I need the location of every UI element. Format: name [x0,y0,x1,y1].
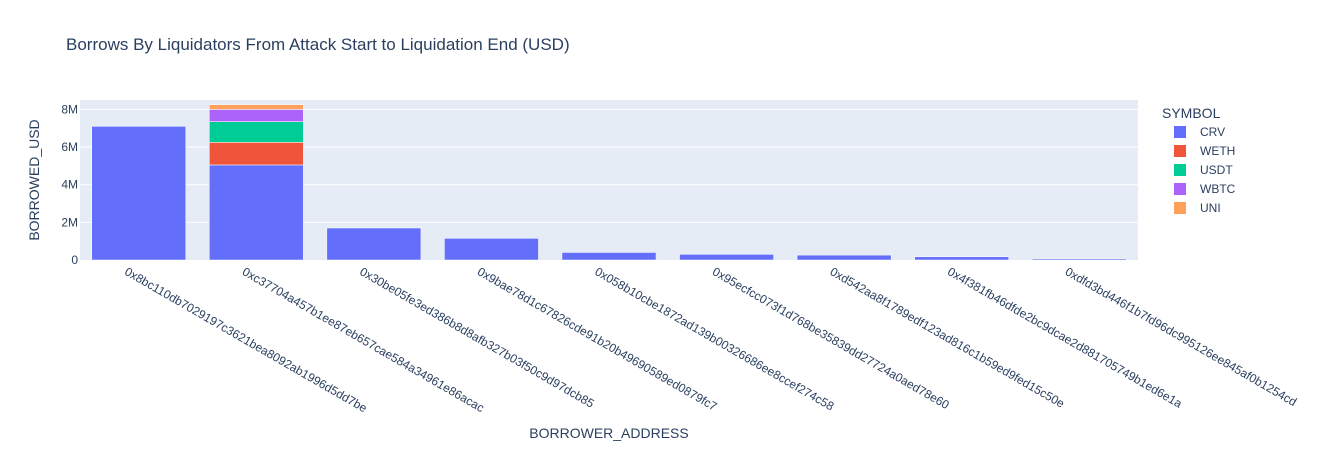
x-tick-label: 0x9bae78d1c67826cde91b20b49690589ed0879f… [475,264,720,413]
bars [91,104,1127,261]
bar-usdt [209,121,304,143]
bar-crv [1031,258,1127,261]
legend-swatch [1174,145,1186,157]
y-tick-label: 0 [71,253,78,267]
x-tick-label: 0xc37704a457b1ee87eb657cae584a34961e86ac… [240,264,487,415]
y-tick-label: 4M [61,178,78,192]
legend-swatch [1174,202,1186,214]
y-axis-ticks: 0 2M 4M 6M 8M [61,102,78,267]
x-axis-title: BORROWER_ADDRESS [529,425,688,441]
legend: SYMBOL CRV WETH USDT WBTC UNI [1162,105,1236,215]
legend-label: WBTC [1200,182,1236,196]
x-tick-label: 0x4f381fb46dfde2bc9dcae2d881705749b1ed6e… [945,264,1185,410]
bar-crv [209,164,304,261]
bar-wbtc [209,109,304,122]
legend-label: CRV [1200,125,1225,139]
bar-crv [796,254,892,261]
legend-swatch [1174,183,1186,195]
legend-title: SYMBOL [1162,105,1221,121]
x-tick-label: 0x8bc110db7029197c3621bea8092ab1996d5dd7… [122,264,370,415]
bar-crv [914,256,1009,261]
bar-crv [561,252,657,261]
y-axis-title: BORROWED_USD [26,119,42,240]
y-tick-label: 2M [61,215,78,229]
x-tick-label: 0x30be05fe3ed386b8d8afb327b03f50c9d97dcb… [357,264,597,410]
bar-crv [91,126,187,261]
bar-weth [209,142,304,166]
bar-crv [326,227,422,261]
y-tick-label: 6M [61,140,78,154]
x-tick-label: 0x058b10cbe1872ad139b00326686ee8ccef274c… [593,264,837,413]
y-tick-label: 8M [61,102,78,116]
legend-swatch [1174,126,1186,138]
legend-label: WETH [1200,144,1235,158]
bar-crv [444,238,539,261]
legend-label: UNI [1200,201,1221,215]
x-tick-label: 0xd542aa8f1789edf123ad816c1b59ed9fed15c5… [828,264,1068,410]
x-tick-label: 0x95ecfcc073f1d768be35839dd27724a0aed78e… [710,264,952,412]
bar-uni [209,104,304,110]
x-tick-label: 0xdfd3bd446f1b7fd96dc995126ee845af0b1254… [1063,264,1299,409]
x-axis-ticks: 0x8bc110db7029197c3621bea8092ab1996d5dd7… [122,264,1299,415]
legend-items: CRV WETH USDT WBTC UNI [1174,125,1236,215]
legend-swatch [1174,164,1186,176]
chart-title: Borrows By Liquidators From Attack Start… [66,35,570,54]
bar-crv [679,254,774,261]
legend-label: USDT [1200,163,1233,177]
